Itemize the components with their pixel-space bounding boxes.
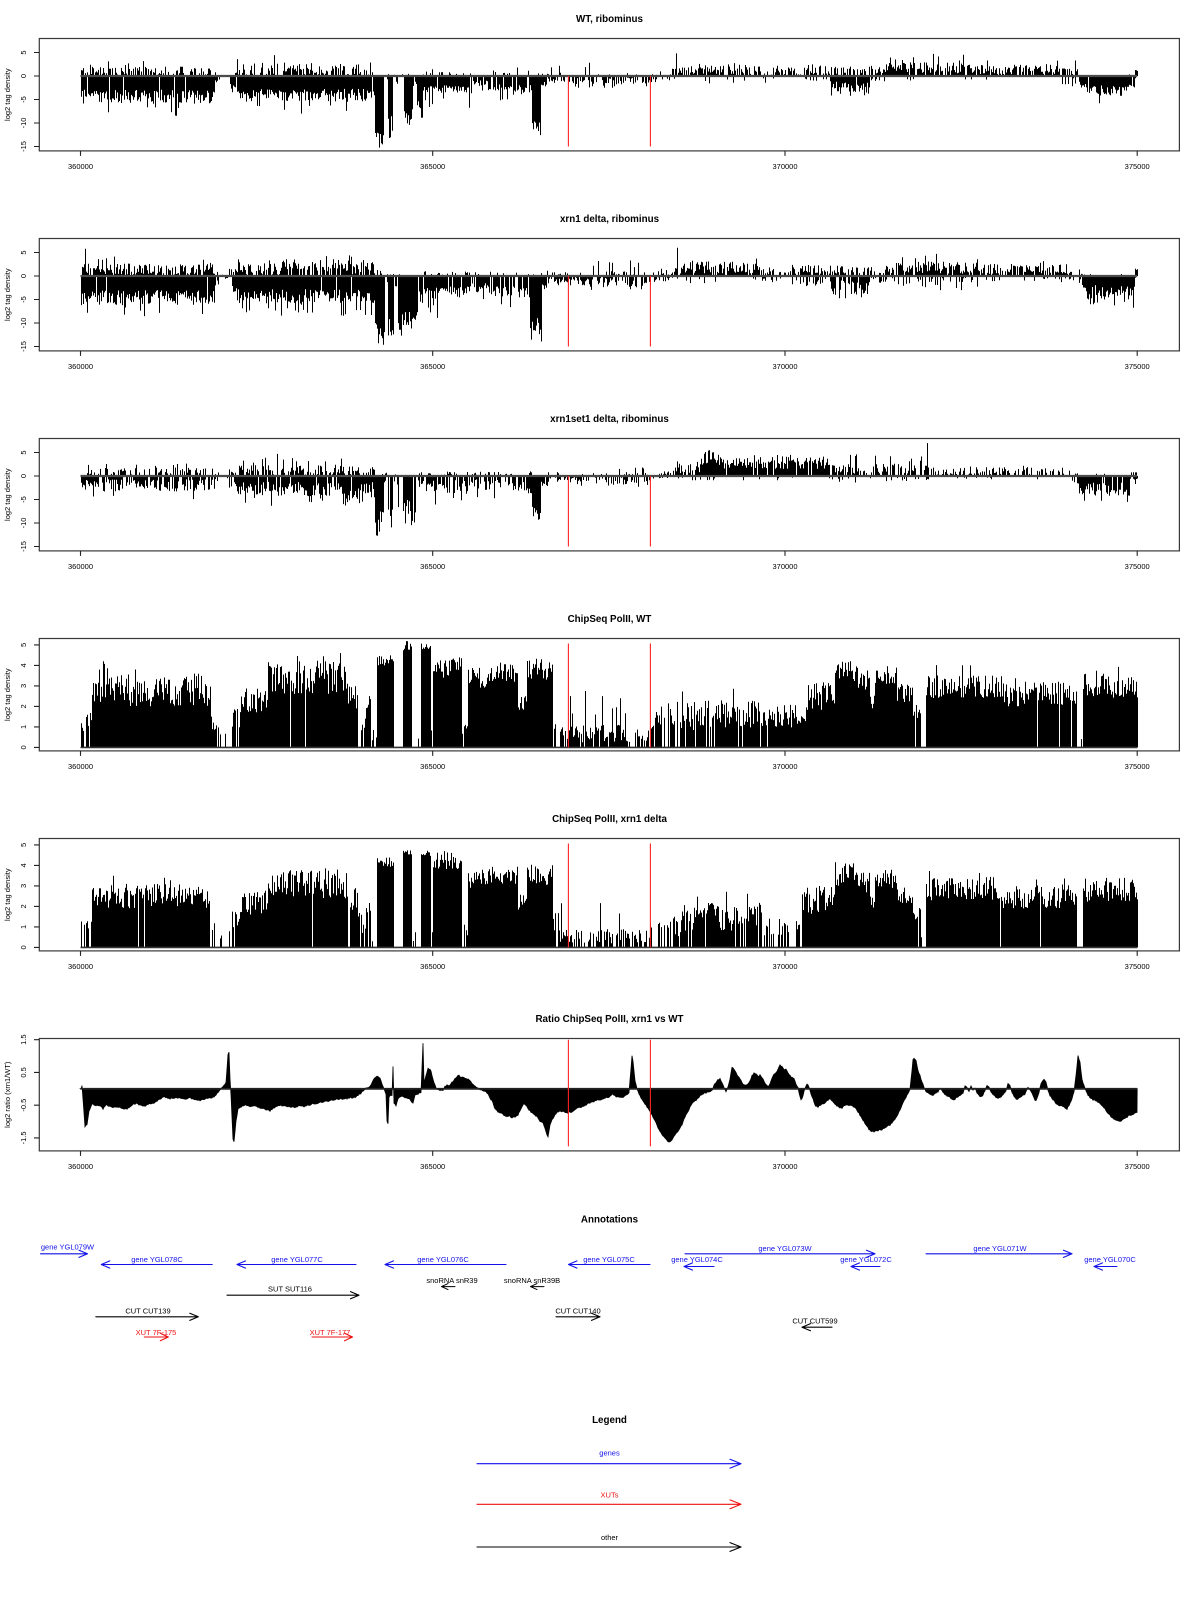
svg-text:4: 4 (19, 863, 28, 867)
svg-text:log2 tag density: log2 tag density (3, 868, 12, 921)
svg-text:gene YGL079W: gene YGL079W (41, 1243, 95, 1252)
svg-text:XUT 7F-175: XUT 7F-175 (136, 1328, 177, 1337)
svg-text:360000: 360000 (68, 962, 93, 971)
svg-text:snoRNA snR39: snoRNA snR39 (426, 1276, 477, 1285)
svg-text:370000: 370000 (772, 562, 797, 571)
svg-text:gene YGL074C: gene YGL074C (671, 1255, 723, 1264)
svg-text:gene YGL078C: gene YGL078C (131, 1255, 183, 1264)
svg-text:365000: 365000 (420, 562, 445, 571)
svg-text:370000: 370000 (772, 962, 797, 971)
svg-text:-0.5: -0.5 (19, 1099, 28, 1112)
svg-text:gene YGL077C: gene YGL077C (271, 1255, 323, 1264)
svg-text:365000: 365000 (420, 962, 445, 971)
svg-text:xrn1 delta, ribominus: xrn1 delta, ribominus (560, 214, 660, 225)
svg-text:365000: 365000 (420, 162, 445, 171)
svg-text:370000: 370000 (772, 762, 797, 771)
svg-text:log2 tag density: log2 tag density (3, 468, 12, 521)
svg-text:-15: -15 (19, 341, 28, 352)
svg-text:1: 1 (19, 725, 28, 729)
svg-text:log2 tag density: log2 tag density (3, 268, 12, 321)
svg-text:360000: 360000 (68, 562, 93, 571)
svg-text:360000: 360000 (68, 762, 93, 771)
svg-text:ChipSeq PolII, WT: ChipSeq PolII, WT (568, 614, 652, 625)
svg-text:5: 5 (19, 450, 28, 454)
svg-text:0: 0 (19, 274, 28, 278)
svg-text:SUT SUT116: SUT SUT116 (268, 1285, 312, 1294)
svg-text:XUT 7F-177: XUT 7F-177 (310, 1328, 351, 1337)
svg-text:360000: 360000 (68, 162, 93, 171)
svg-text:Ratio ChipSeq PolII, xrn1 vs W: Ratio ChipSeq PolII, xrn1 vs WT (535, 1014, 683, 1025)
svg-text:0.5: 0.5 (19, 1067, 28, 1077)
svg-text:375000: 375000 (1125, 1162, 1150, 1171)
svg-text:0: 0 (19, 945, 28, 949)
svg-text:log2 tag density: log2 tag density (3, 68, 12, 121)
svg-text:370000: 370000 (772, 1162, 797, 1171)
svg-text:370000: 370000 (772, 162, 797, 171)
svg-text:gene YGL075C: gene YGL075C (583, 1255, 635, 1264)
svg-text:gene YGL070C: gene YGL070C (1084, 1255, 1136, 1264)
svg-text:gene YGL076C: gene YGL076C (417, 1255, 469, 1264)
svg-text:CUT CUT140: CUT CUT140 (555, 1306, 600, 1315)
svg-text:365000: 365000 (420, 362, 445, 371)
svg-text:gene YGL073W: gene YGL073W (758, 1244, 812, 1253)
svg-text:3: 3 (19, 684, 28, 688)
svg-text:Legend: Legend (592, 1415, 627, 1426)
svg-text:360000: 360000 (68, 1162, 93, 1171)
svg-text:365000: 365000 (420, 762, 445, 771)
svg-text:-10: -10 (19, 518, 28, 529)
svg-text:-5: -5 (19, 496, 28, 503)
svg-text:0: 0 (19, 474, 28, 478)
svg-text:WT, ribominus: WT, ribominus (576, 14, 643, 25)
svg-text:375000: 375000 (1125, 162, 1150, 171)
svg-text:5: 5 (19, 250, 28, 254)
svg-text:365000: 365000 (420, 1162, 445, 1171)
svg-text:4: 4 (19, 663, 28, 667)
svg-text:-10: -10 (19, 318, 28, 329)
svg-text:0: 0 (19, 745, 28, 749)
svg-text:375000: 375000 (1125, 562, 1150, 571)
svg-text:ChipSeq PolII, xrn1 delta: ChipSeq PolII, xrn1 delta (552, 814, 667, 825)
svg-text:xrn1set1 delta, ribominus: xrn1set1 delta, ribominus (550, 414, 669, 425)
svg-text:-5: -5 (19, 96, 28, 103)
svg-text:5: 5 (19, 643, 28, 647)
svg-text:XUTs: XUTs (601, 1491, 619, 1500)
svg-text:gene YGL071W: gene YGL071W (973, 1244, 1027, 1253)
svg-text:370000: 370000 (772, 362, 797, 371)
svg-text:gene YGL072C: gene YGL072C (840, 1255, 892, 1264)
svg-text:1.5: 1.5 (19, 1034, 28, 1044)
svg-text:-1.5: -1.5 (19, 1131, 28, 1144)
svg-text:CUT CUT599: CUT CUT599 (792, 1316, 837, 1325)
svg-text:5: 5 (19, 50, 28, 54)
svg-text:375000: 375000 (1125, 362, 1150, 371)
svg-text:-15: -15 (19, 541, 28, 552)
svg-text:CUT CUT139: CUT CUT139 (125, 1306, 170, 1315)
svg-text:1: 1 (19, 925, 28, 929)
svg-text:375000: 375000 (1125, 962, 1150, 971)
svg-text:5: 5 (19, 843, 28, 847)
svg-text:log2 tag density: log2 tag density (3, 668, 12, 721)
svg-text:2: 2 (19, 904, 28, 908)
svg-text:-15: -15 (19, 141, 28, 152)
svg-text:375000: 375000 (1125, 762, 1150, 771)
svg-text:genes: genes (599, 1449, 620, 1458)
svg-text:-5: -5 (19, 296, 28, 303)
svg-text:Annotations: Annotations (581, 1215, 639, 1226)
svg-text:log2 ratio (xrn1/WT): log2 ratio (xrn1/WT) (3, 1061, 12, 1128)
svg-text:2: 2 (19, 704, 28, 708)
svg-text:0: 0 (19, 74, 28, 78)
svg-text:other: other (601, 1533, 619, 1542)
svg-text:snoRNA snR39B: snoRNA snR39B (504, 1276, 560, 1285)
svg-text:-10: -10 (19, 118, 28, 129)
svg-text:360000: 360000 (68, 362, 93, 371)
svg-text:3: 3 (19, 884, 28, 888)
